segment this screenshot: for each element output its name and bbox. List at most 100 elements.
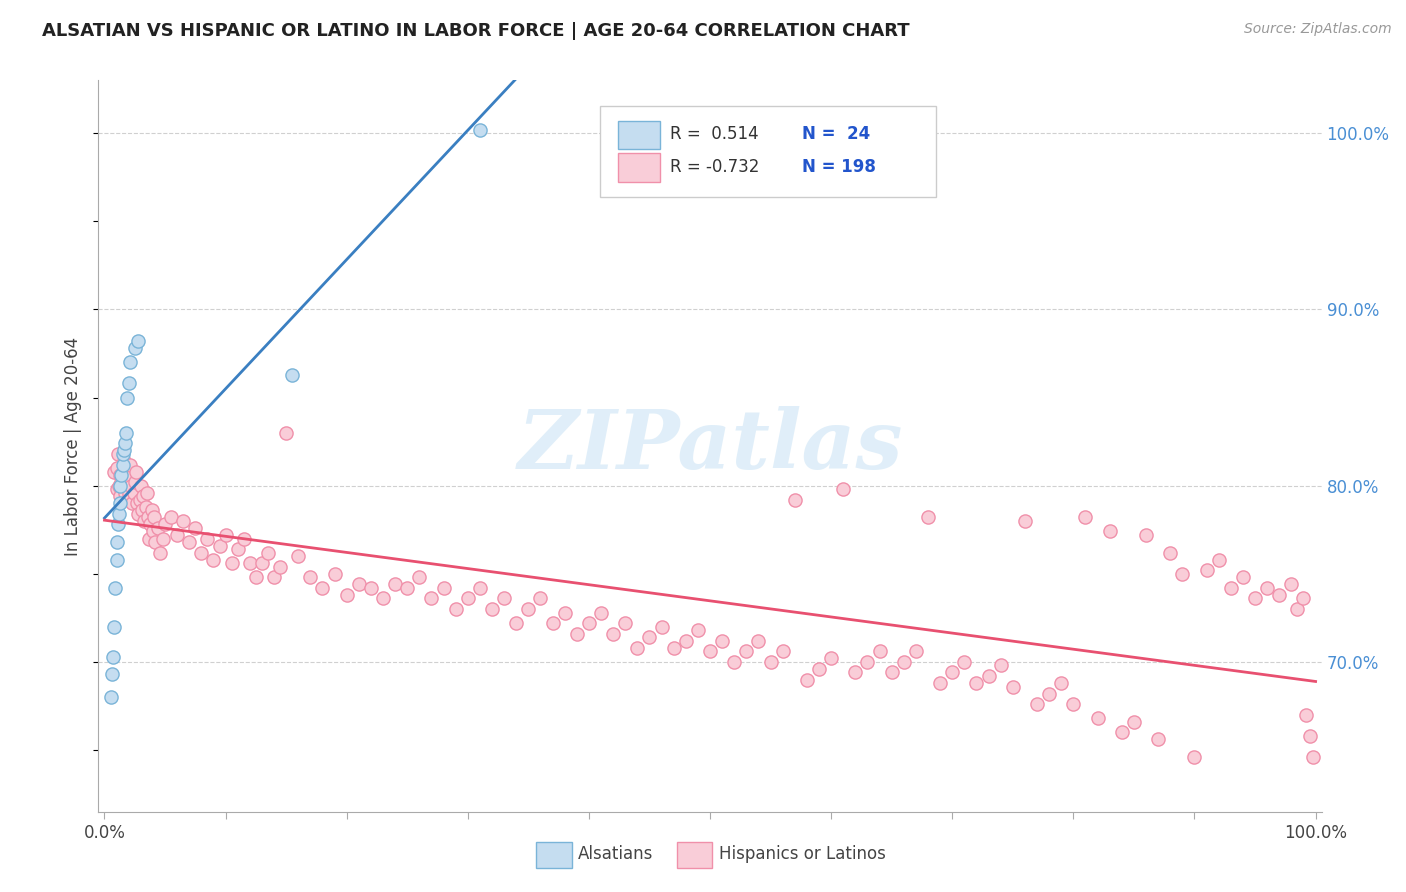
Point [149,546,172,560]
Point [1087,711,1109,725]
Point [977,669,1000,683]
Point [138,532,160,546]
Point [1298,729,1320,743]
Point [103,465,125,479]
Point [141,503,163,517]
Point [1171,566,1194,581]
Point [299,570,322,584]
Point [107,447,129,461]
Point [808,662,831,676]
Point [114,436,136,450]
Point [269,559,291,574]
Point [153,517,176,532]
Point [880,665,903,680]
FancyBboxPatch shape [678,842,713,868]
Point [111,458,134,472]
Point [589,606,612,620]
Point [517,602,540,616]
Point [112,454,135,468]
Point [1292,591,1315,606]
Point [723,655,745,669]
Point [160,510,183,524]
Point [966,676,988,690]
Text: ALSATIAN VS HISPANIC OR LATINO IN LABOR FORCE | AGE 20-64 CORRELATION CHART: ALSATIAN VS HISPANIC OR LATINO IN LABOR … [42,22,910,40]
Point [118,355,141,369]
Point [110,468,132,483]
Point [1001,680,1024,694]
Point [129,478,152,492]
Point [115,465,138,479]
Point [396,581,419,595]
Point [384,577,406,591]
Point [143,510,166,524]
Point [105,482,128,496]
Point [1098,524,1121,539]
Point [239,556,262,570]
Point [245,570,267,584]
Point [110,468,132,483]
Point [856,655,879,669]
Point [117,478,139,492]
Point [468,581,491,595]
Point [110,475,132,490]
Point [135,500,157,514]
Point [202,552,225,566]
Point [128,492,150,507]
Point [494,591,516,606]
Point [1147,732,1170,747]
Point [457,591,479,606]
Point [111,447,134,461]
Point [444,602,467,616]
Point [686,623,709,637]
Point [105,535,128,549]
Point [152,532,174,546]
Text: Source: ZipAtlas.com: Source: ZipAtlas.com [1244,22,1392,37]
Point [1038,687,1060,701]
Point [257,546,280,560]
Point [122,485,145,500]
Y-axis label: In Labor Force | Age 20-64: In Labor Force | Age 20-64 [65,336,83,556]
Point [184,521,207,535]
Point [360,581,382,595]
FancyBboxPatch shape [619,120,659,149]
Point [311,581,333,595]
Point [420,591,443,606]
Text: R =  0.514: R = 0.514 [669,125,758,143]
Point [1244,591,1267,606]
Point [832,482,855,496]
Point [110,496,132,510]
Point [602,626,624,640]
Point [893,655,915,669]
Point [281,368,304,382]
Point [108,478,131,492]
Point [614,616,637,631]
Point [139,517,162,532]
Point [166,528,188,542]
Point [1295,707,1317,722]
Point [626,640,648,655]
Point [1256,581,1278,595]
Point [146,521,169,535]
Point [323,566,346,581]
Point [214,528,236,542]
Point [844,665,866,680]
Point [759,655,782,669]
Point [103,620,125,634]
Point [371,591,394,606]
Point [132,489,155,503]
FancyBboxPatch shape [619,153,659,182]
Point [772,644,794,658]
Point [172,514,194,528]
Point [107,517,129,532]
Point [263,570,285,584]
Point [112,443,135,458]
Point [105,552,128,566]
Point [675,633,697,648]
Point [134,514,156,528]
Text: R = -0.732: R = -0.732 [669,158,759,177]
Point [190,546,212,560]
Point [1135,528,1157,542]
Point [121,496,143,510]
Point [179,535,201,549]
Point [638,630,661,644]
